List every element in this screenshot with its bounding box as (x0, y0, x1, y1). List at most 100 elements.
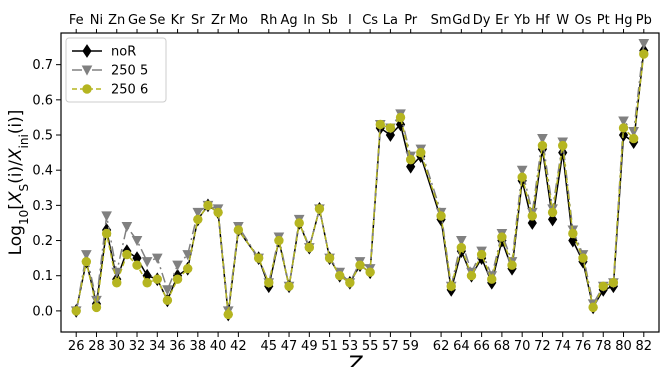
x-tick-label: 59 (402, 339, 419, 354)
data-point (81, 65, 93, 76)
element-label: I (348, 13, 352, 28)
x-tick-label: 66 (473, 339, 490, 354)
data-point (487, 274, 497, 284)
element-label: Yb (513, 13, 530, 28)
element-label: Gd (452, 13, 470, 28)
x-tick-label: 51 (321, 339, 338, 354)
element-label: Pt (597, 13, 610, 28)
data-point (547, 207, 558, 218)
x-tick-label: 68 (494, 339, 511, 354)
data-point (578, 253, 588, 263)
element-label: Rh (260, 13, 277, 28)
data-point (151, 253, 163, 264)
data-point (365, 267, 375, 277)
x-tick-label: 40 (210, 339, 227, 354)
y-tick-label: 0.5 (32, 129, 53, 144)
data-point (537, 140, 548, 151)
data-point (608, 278, 619, 288)
x-tick-label: 62 (433, 339, 450, 354)
series-layer (70, 39, 650, 322)
data-point (466, 271, 477, 281)
y-tick-label: 0.4 (32, 164, 53, 179)
element-label: Sm (431, 13, 452, 28)
legend-label: 250 5 (111, 64, 148, 79)
data-point (182, 250, 194, 261)
data-point (172, 274, 183, 284)
x-tick-label: 82 (636, 339, 653, 354)
data-point (91, 302, 102, 313)
element-label: Mo (229, 13, 248, 28)
data-point (82, 84, 92, 94)
data-point (121, 221, 133, 233)
data-point (213, 207, 223, 218)
data-point (618, 116, 629, 127)
data-point (456, 242, 467, 253)
y-tick-label: 0.7 (32, 58, 53, 73)
element-label: Zr (211, 13, 226, 28)
data-point (131, 236, 143, 247)
x-tick-label: 42 (230, 339, 247, 354)
x-tick-label: 72 (534, 339, 551, 354)
data-point (112, 278, 122, 288)
data-point (253, 253, 264, 263)
data-point (568, 228, 578, 239)
element-label: Er (495, 13, 509, 28)
data-point (638, 39, 650, 50)
data-point (628, 133, 639, 144)
data-point (476, 249, 487, 260)
x-tick-label: 45 (261, 339, 278, 354)
data-point (436, 211, 446, 221)
data-point (527, 211, 538, 221)
data-point (517, 172, 527, 182)
data-point (81, 250, 92, 261)
data-point (71, 306, 81, 316)
data-point (314, 204, 325, 214)
element-label: Sr (191, 13, 205, 28)
element-label: Ge (128, 13, 146, 28)
x-tick-label: 30 (108, 339, 125, 354)
x-axis: 26 28 30 32 34 36 38 40 42 45 47 49 51 53 55 57 59 62 64 66… (68, 332, 652, 354)
legend: noR 250 5 250 6 (65, 37, 167, 103)
data-point (142, 278, 152, 288)
y-axis-label: Log10[XS(i)/Xini(i)] (6, 110, 31, 256)
data-point (233, 225, 244, 235)
x-axis-label: Z (346, 353, 363, 367)
x-tick-label: 47 (281, 339, 298, 354)
data-point (456, 236, 467, 247)
x-tick-label: 36 (169, 339, 186, 354)
data-point (203, 200, 213, 211)
data-point (294, 218, 304, 228)
y-tick-label: 0.2 (32, 234, 53, 249)
element-label: Pb (636, 13, 652, 28)
element-label: Dy (473, 13, 491, 28)
x-tick-label: 32 (129, 339, 146, 354)
data-point (101, 228, 112, 239)
x-tick-label: 28 (88, 339, 105, 354)
data-point (122, 249, 132, 260)
element-label: Hf (535, 13, 550, 28)
data-point (395, 112, 406, 123)
x-tick-label: 74 (554, 339, 571, 354)
x-tick-label: 38 (190, 339, 207, 354)
data-point (537, 134, 548, 145)
element-label: Ag (280, 13, 297, 28)
legend-box (65, 37, 167, 103)
data-point (141, 257, 153, 268)
data-point (618, 123, 629, 133)
data-point (598, 281, 608, 291)
element-label: La (383, 13, 398, 28)
data-point (223, 309, 233, 320)
data-point (355, 260, 365, 270)
element-label: Fe (69, 13, 84, 28)
plot-frame (60, 32, 660, 333)
data-point (497, 232, 507, 242)
x-tick-label: 53 (342, 339, 359, 354)
series-250-6 (71, 49, 649, 320)
data-point (588, 302, 598, 313)
x-tick-label: 34 (149, 339, 166, 354)
data-point (324, 253, 335, 263)
data-point (639, 49, 649, 59)
x-tick-label: 64 (453, 339, 470, 354)
